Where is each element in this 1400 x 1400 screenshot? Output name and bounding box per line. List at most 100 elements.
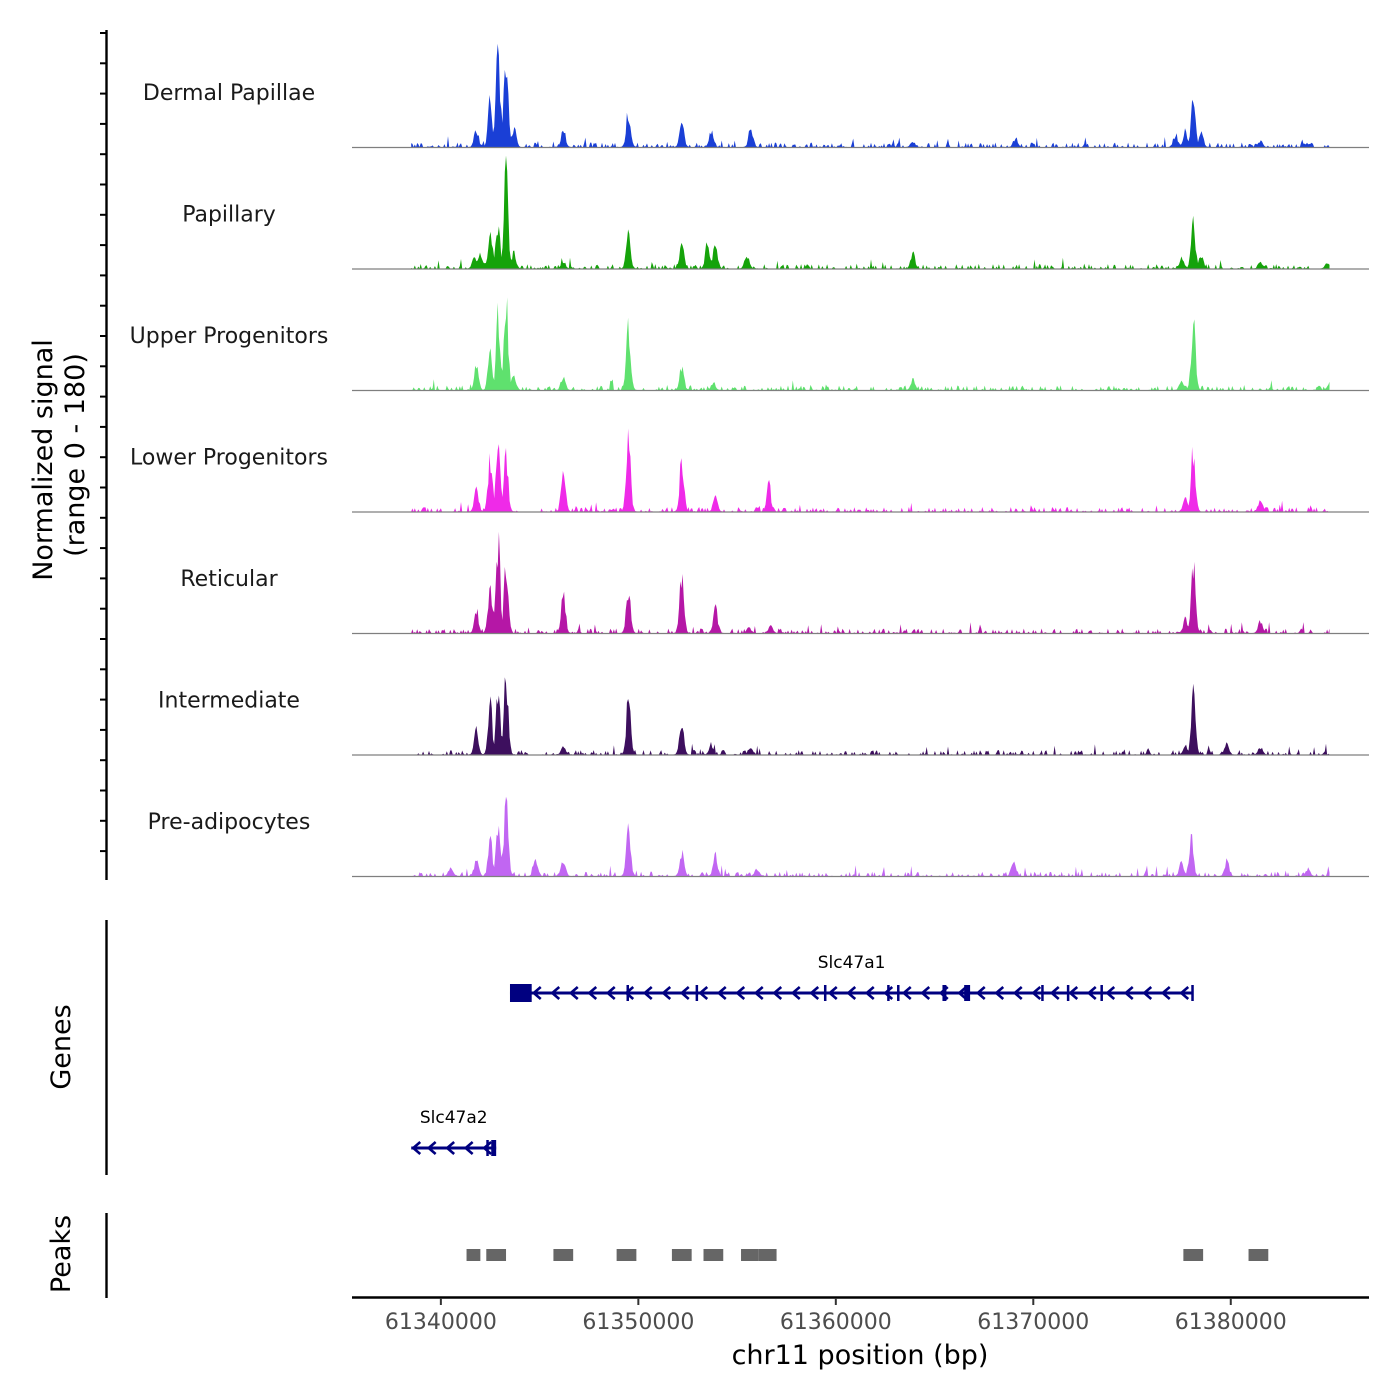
peaks-track-label: Peaks: [46, 1215, 77, 1293]
exon: [1191, 985, 1194, 1001]
strand-arrow: [1105, 986, 1116, 1000]
strand-arrow: [827, 986, 838, 1000]
signal-track: Pre-adipocytes: [148, 796, 1369, 878]
track-label: Pre-adipocytes: [148, 810, 311, 835]
signal-track: Lower Progenitors: [130, 428, 1369, 513]
strand-arrow: [846, 986, 857, 1000]
track-label: Upper Progenitors: [130, 324, 329, 349]
gene-model[interactable]: Slc47a2: [411, 1108, 497, 1156]
x-axis-label: chr11 position (bp): [732, 1340, 989, 1371]
strand-arrow: [698, 986, 709, 1000]
signal-track: Reticular: [180, 531, 1369, 635]
peak-block: [671, 1249, 692, 1261]
peak-block: [703, 1249, 724, 1261]
strand-arrow: [624, 986, 635, 1000]
signal-area: [411, 796, 1330, 876]
strand-arrow: [550, 986, 561, 1000]
signal-track: Dermal Papillae: [143, 43, 1369, 149]
exon: [626, 985, 629, 1001]
exon: [509, 984, 532, 1002]
strand-arrow: [1142, 986, 1153, 1000]
strand-arrow: [957, 986, 968, 1000]
peak-block: [1248, 1249, 1269, 1261]
strand-arrow: [679, 986, 690, 1000]
strand-arrow: [1179, 986, 1190, 1000]
track-label: Reticular: [180, 567, 278, 592]
signal-area: [411, 155, 1330, 269]
strand-arrow: [772, 986, 783, 1000]
peak-block: [1183, 1249, 1204, 1261]
strand-arrow: [920, 986, 931, 1000]
exon: [486, 1140, 489, 1156]
peak-block: [616, 1249, 637, 1261]
track-label: Dermal Papillae: [143, 81, 315, 106]
strand-arrow: [1012, 986, 1023, 1000]
strand-arrow: [994, 986, 1005, 1000]
strand-arrow: [975, 986, 986, 1000]
signal-area: [411, 531, 1330, 633]
signal-area: [411, 43, 1330, 147]
exon: [491, 1140, 497, 1156]
strand-arrow: [735, 986, 746, 1000]
exon: [1066, 985, 1070, 1001]
strand-arrow: [790, 986, 801, 1000]
peak-track: [466, 1249, 1269, 1261]
x-tick-label: 61360000: [780, 1310, 892, 1335]
strand-arrow: [1049, 986, 1060, 1000]
signal-area: [411, 677, 1330, 755]
strand-arrow: [411, 1141, 422, 1155]
signal-track: Papillary: [182, 155, 1369, 270]
signal-area: [411, 297, 1330, 390]
track-label: Intermediate: [158, 689, 300, 714]
signal-y-axis-ticks: [100, 32, 106, 853]
genes-track-label: Genes: [46, 1004, 77, 1089]
exon: [897, 985, 900, 1001]
track-label: Lower Progenitors: [130, 446, 328, 471]
x-tick-label: 61340000: [385, 1310, 497, 1335]
exon: [964, 985, 971, 1001]
strand-arrow: [809, 986, 820, 1000]
strand-arrow: [1086, 986, 1097, 1000]
strand-arrow: [864, 986, 875, 1000]
track-label: Papillary: [182, 203, 276, 228]
strand-arrow: [568, 986, 579, 1000]
x-tick-label: 61380000: [1175, 1310, 1287, 1335]
exon: [942, 985, 947, 1001]
x-tick-label: 61350000: [582, 1310, 694, 1335]
gene-name-label: Slc47a1: [818, 953, 886, 973]
strand-arrow: [716, 986, 727, 1000]
strand-arrow: [753, 986, 764, 1000]
y-axis-label-range: (range 0 - 180): [60, 353, 91, 557]
peak-block: [553, 1249, 574, 1261]
strand-arrow: [1123, 986, 1134, 1000]
strand-arrow: [642, 986, 653, 1000]
strand-arrow: [883, 986, 894, 1000]
exon: [823, 985, 827, 1001]
strand-arrow: [661, 986, 672, 1000]
peak-block: [466, 1249, 481, 1261]
strand-arrow: [445, 1141, 456, 1155]
gene-model[interactable]: Slc47a1: [509, 953, 1194, 1002]
gene-track: Slc47a1 Slc47a2: [411, 953, 1194, 1156]
strand-arrow: [1031, 986, 1042, 1000]
strand-arrow: [1068, 986, 1079, 1000]
x-axis-ticks: 61340000 61350000 61360000 61370000 61380000: [385, 1298, 1287, 1335]
strand-arrow: [482, 1141, 493, 1155]
x-tick-label: 61370000: [977, 1310, 1089, 1335]
strand-arrow: [426, 1141, 437, 1155]
exon: [1100, 985, 1103, 1001]
strand-arrow: [587, 986, 598, 1000]
strand-arrow: [605, 986, 616, 1000]
peak-block: [741, 1249, 759, 1261]
peak-block: [486, 1249, 507, 1261]
exon: [695, 985, 699, 1001]
exon: [1041, 985, 1044, 1001]
signal-tracks: Dermal Papillae Papillary Upper Progenitor…: [130, 43, 1369, 878]
y-axis-label: Normalized signal: [28, 339, 59, 581]
strand-arrow: [901, 986, 912, 1000]
signal-area: [411, 428, 1330, 512]
peak-block: [758, 1249, 777, 1261]
signal-track: Upper Progenitors: [130, 297, 1369, 392]
strand-arrow: [1160, 986, 1171, 1000]
